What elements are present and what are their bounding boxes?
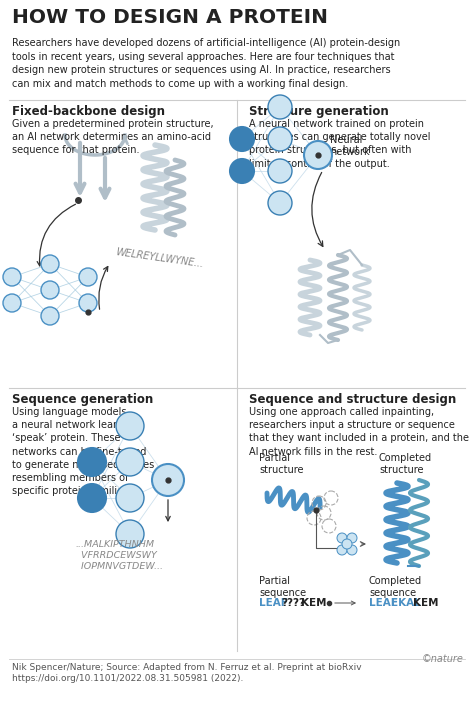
Text: Given a predetermined protein structure,
an AI network determines an amino-acid
: Given a predetermined protein structure,…	[12, 119, 214, 156]
Circle shape	[116, 412, 144, 440]
Circle shape	[3, 294, 21, 312]
Text: Structure generation: Structure generation	[249, 105, 389, 118]
Text: Nik Spencer/Nature; Source: Adapted from N. Ferruz et al. Preprint at bioRxiv
ht: Nik Spencer/Nature; Source: Adapted from…	[12, 663, 362, 683]
Circle shape	[116, 520, 144, 548]
Text: IOPMNVGTDEW...: IOPMNVGTDEW...	[75, 562, 163, 571]
Circle shape	[306, 143, 330, 167]
Circle shape	[79, 268, 97, 286]
Text: Sequence and structure design: Sequence and structure design	[249, 393, 456, 406]
Circle shape	[268, 95, 292, 119]
Circle shape	[337, 545, 347, 555]
Circle shape	[41, 307, 59, 325]
Circle shape	[78, 484, 106, 512]
Circle shape	[41, 255, 59, 273]
Text: Using language models,
a neural network learns to
‘speak’ protein. These
network: Using language models, a neural network …	[12, 407, 154, 496]
Circle shape	[230, 127, 254, 151]
Circle shape	[268, 127, 292, 151]
Circle shape	[116, 484, 144, 512]
Circle shape	[152, 464, 184, 496]
Text: Partial
structure: Partial structure	[259, 453, 303, 476]
Text: LEAF: LEAF	[259, 598, 288, 608]
Text: ©nature: ©nature	[422, 654, 464, 664]
Text: LEAF: LEAF	[369, 598, 398, 608]
Circle shape	[79, 294, 97, 312]
Text: VFRRDCEWSWY: VFRRDCEWSWY	[75, 551, 157, 560]
Circle shape	[268, 159, 292, 183]
Circle shape	[230, 159, 254, 183]
Circle shape	[304, 141, 332, 169]
Text: Using one approach called inpainting,
researchers input a structure or sequence
: Using one approach called inpainting, re…	[249, 407, 469, 456]
Circle shape	[154, 466, 182, 494]
Circle shape	[337, 533, 347, 543]
Text: ...MALKIPTHNHM: ...MALKIPTHNHM	[75, 540, 154, 549]
Text: Partial
sequence: Partial sequence	[259, 576, 306, 599]
Text: A neural network trained on protein
structures can generate totally novel
protei: A neural network trained on protein stru…	[249, 119, 430, 169]
Circle shape	[268, 191, 292, 215]
Text: EKAL: EKAL	[391, 598, 421, 608]
Circle shape	[342, 539, 352, 549]
Text: KEM: KEM	[413, 598, 438, 608]
Circle shape	[347, 533, 357, 543]
Text: Completed
structure: Completed structure	[379, 453, 432, 476]
Text: HOW TO DESIGN A PROTEIN: HOW TO DESIGN A PROTEIN	[12, 8, 328, 27]
Circle shape	[78, 448, 106, 476]
Text: Researchers have developed dozens of artificial-intelligence (AI) protein-design: Researchers have developed dozens of art…	[12, 38, 400, 89]
Text: Sequence generation: Sequence generation	[12, 393, 153, 406]
Text: Neural
network: Neural network	[330, 135, 370, 157]
Text: Completed
sequence: Completed sequence	[369, 576, 422, 599]
Circle shape	[116, 448, 144, 476]
Text: WELREYLLWYNE...: WELREYLLWYNE...	[115, 247, 204, 269]
Text: KEM: KEM	[301, 598, 327, 608]
Circle shape	[3, 268, 21, 286]
Circle shape	[41, 281, 59, 299]
Circle shape	[347, 545, 357, 555]
Text: Fixed-backbone design: Fixed-backbone design	[12, 105, 165, 118]
Text: ????: ????	[281, 598, 305, 608]
